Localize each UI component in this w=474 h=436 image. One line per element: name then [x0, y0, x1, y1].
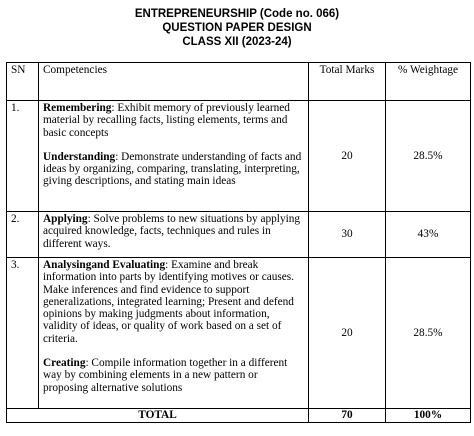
marks: 20	[308, 257, 386, 409]
weightage: 43%	[385, 211, 471, 258]
sn: 1.	[6, 100, 39, 212]
competency: Applying: Solve problems to new situatio…	[43, 213, 304, 250]
description: : Exhibit memory of previously learned m…	[43, 102, 290, 139]
term: Creating	[43, 357, 86, 370]
term: Understanding	[43, 150, 116, 163]
description: : Compile information together in a diff…	[43, 357, 288, 394]
competency: Creating: Compile information together i…	[43, 357, 304, 394]
marks: 20	[308, 100, 386, 212]
total-label: TOTAL	[6, 408, 309, 423]
competencies: Remembering: Exhibit memory of previousl…	[38, 100, 309, 212]
competencies: Analysingand Evaluating: Examine and bre…	[38, 257, 309, 409]
column-header: % Weightage	[385, 62, 471, 101]
term: Applying	[43, 213, 88, 225]
term: Analysingand Evaluating	[43, 259, 166, 271]
column-header: Competencies	[38, 62, 309, 101]
description: : Examine and break information into par…	[43, 259, 294, 345]
row: 3. Analysingand Evaluating: Examine and …	[6, 257, 471, 409]
doc-title: ENTREPRENEURSHIP (Code no. 066)	[134, 8, 340, 20]
row: 1. Remembering: Exhibit memory of previo…	[6, 100, 471, 212]
doc-subtitle: QUESTION PAPER DESIGN	[162, 22, 312, 34]
row: 2. Applying: Solve problems to new situa…	[6, 211, 471, 258]
sn: 2.	[6, 211, 39, 258]
competency: Remembering: Exhibit memory of previousl…	[43, 102, 304, 139]
weightage: 28.5%	[385, 257, 471, 409]
doc-class: CLASS XII (2023-24)	[182, 36, 292, 48]
weightage: 28.5%	[385, 100, 471, 212]
total-marks: 70	[308, 408, 386, 423]
column-header: Total Marks	[308, 62, 386, 101]
design-table: SN Competencies Total Marks % Weightage …	[6, 62, 471, 423]
total-weightage: 100%	[385, 408, 471, 423]
competency: Understanding: Demonstrate understanding…	[43, 151, 304, 188]
column-header: SN	[6, 62, 39, 101]
term: Remembering	[43, 102, 112, 114]
description: : Solve problems to new situations by ap…	[43, 213, 301, 250]
competencies: Applying: Solve problems to new situatio…	[38, 211, 309, 258]
description: : Demonstrate understanding of facts and…	[43, 150, 302, 188]
competency: Analysingand Evaluating: Examine and bre…	[43, 259, 304, 345]
sn: 3.	[6, 257, 39, 409]
total-row: TOTAL 70 100%	[6, 408, 471, 423]
header-row: SN Competencies Total Marks % Weightage	[6, 62, 471, 101]
marks: 30	[308, 211, 386, 258]
